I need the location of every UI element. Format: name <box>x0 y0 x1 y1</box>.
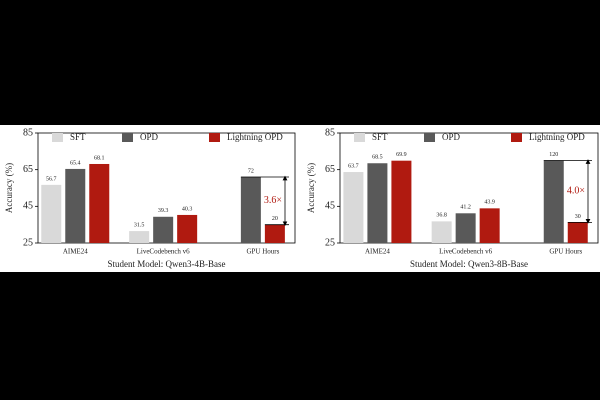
legend-swatch <box>424 133 435 142</box>
bar <box>129 231 150 243</box>
value-label: 120 <box>549 152 558 158</box>
value-label: 68.5 <box>372 155 383 161</box>
value-label: 56.7 <box>46 176 57 182</box>
value-label: 63.7 <box>348 163 359 169</box>
bar <box>455 213 476 243</box>
bar <box>65 168 86 243</box>
x-axis-label: Student Model: Qwen3-4B-Base <box>108 259 226 269</box>
bar <box>41 184 62 243</box>
legend-swatch <box>52 133 63 142</box>
value-label: 41.2 <box>460 205 471 211</box>
bar <box>177 214 198 243</box>
bar <box>367 163 388 243</box>
legend-swatch <box>511 133 522 142</box>
bar <box>431 221 452 243</box>
y-axis-label: Accuracy (%) <box>4 163 14 213</box>
x-tick-label: LiveCodebench v6 <box>137 248 191 256</box>
value-label: 20 <box>272 216 278 222</box>
y-axis-label: Accuracy (%) <box>306 163 316 213</box>
value-label: 30 <box>575 214 581 220</box>
legend-swatch <box>209 133 220 142</box>
value-label: 65.4 <box>70 160 81 166</box>
value-label: 36.8 <box>436 213 447 219</box>
x-tick-label: LiveCodebench v6 <box>439 248 493 256</box>
legend-swatch <box>122 133 133 142</box>
x-tick-label: AIME24 <box>63 248 88 256</box>
bar <box>543 160 564 243</box>
x-tick-label: GPU Hours <box>549 248 582 256</box>
y-tick-label: 25 <box>325 237 335 248</box>
y-tick-label: 45 <box>325 201 335 212</box>
y-tick-label: 85 <box>325 127 335 138</box>
bar <box>264 224 285 243</box>
legend-label: Lightning OPD <box>529 132 585 142</box>
legend-label: SFT <box>70 132 86 142</box>
x-tick-label: AIME24 <box>365 248 390 256</box>
bar <box>153 216 174 243</box>
y-tick-label: 45 <box>23 201 33 212</box>
bar <box>240 177 261 243</box>
bar <box>343 172 364 243</box>
y-tick-label: 65 <box>325 164 335 175</box>
x-axis-label: Student Model: Qwen3-8B-Base <box>410 259 528 269</box>
x-tick-label: GPU Hours <box>246 248 279 256</box>
y-tick-label: 85 <box>23 127 33 138</box>
legend-label: OPD <box>140 132 159 142</box>
legend-label: SFT <box>372 132 388 142</box>
bar <box>391 160 412 243</box>
legend-label: OPD <box>442 132 461 142</box>
value-label: 43.9 <box>484 200 495 206</box>
value-label: 40.3 <box>182 206 193 212</box>
value-label: 39.3 <box>158 208 169 214</box>
y-tick-label: 65 <box>23 164 33 175</box>
bar <box>89 163 110 243</box>
legend-label: Lightning OPD <box>227 132 283 142</box>
value-label: 31.5 <box>134 222 145 228</box>
bar <box>567 222 588 243</box>
legend-swatch <box>354 133 365 142</box>
annotation: 4.0× <box>567 186 585 197</box>
y-tick-label: 25 <box>23 237 33 248</box>
value-label: 69.9 <box>396 152 407 158</box>
bar <box>479 208 500 243</box>
annotation: 3.6× <box>264 195 282 206</box>
value-label: 68.1 <box>94 155 105 161</box>
value-label: 72 <box>248 168 254 174</box>
